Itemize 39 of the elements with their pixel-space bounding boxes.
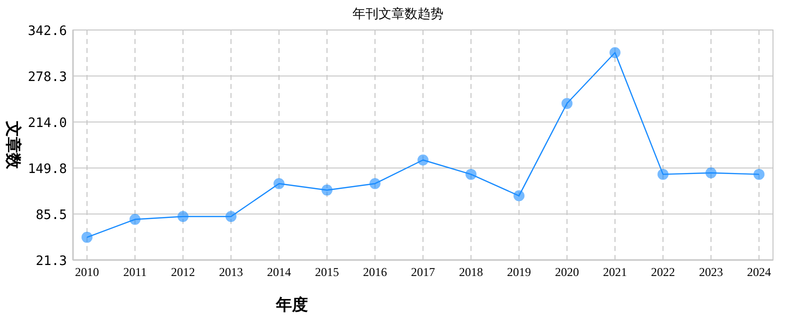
x-tick-label: 2024: [747, 265, 771, 279]
point: [130, 214, 140, 225]
x-tick-label: 2022: [651, 265, 675, 279]
x-tick-label: 2012: [171, 265, 195, 279]
x-tick-label: 2018: [459, 265, 483, 279]
x-axis-title: 年度: [275, 295, 308, 314]
y-tick-label: 85.5: [36, 208, 67, 224]
y-tick-label: 21.3: [36, 254, 67, 269]
point: [658, 168, 668, 180]
x-tick-label: 2014: [267, 265, 291, 279]
point: [418, 154, 428, 166]
point: [610, 47, 620, 58]
x-tick-label: 2019: [507, 265, 531, 279]
x-tick-label: 2017: [411, 265, 435, 279]
y-tick-label: 214.0: [28, 116, 67, 132]
x-tick-label: 2023: [699, 265, 723, 279]
x-tick-label: 2020: [555, 265, 579, 279]
point: [466, 168, 476, 180]
x-tick-label: 2013: [219, 265, 243, 279]
point: [562, 98, 572, 109]
point: [514, 190, 524, 202]
x-tick-label: 2015: [315, 265, 339, 279]
x-tick-label: 2010: [75, 265, 99, 279]
x-tick-label: 2011: [123, 265, 147, 279]
point: [82, 232, 92, 243]
y-axis-title: 文章数: [4, 120, 22, 170]
chart-title: 年刊文章数趋势: [352, 6, 444, 21]
point: [754, 168, 764, 180]
point: [706, 167, 716, 178]
y-tick-label: 342.6: [28, 24, 67, 39]
y-tick-label: 149.8: [28, 162, 67, 178]
point: [226, 211, 236, 222]
y-tick-label: 278.3: [28, 70, 67, 86]
point: [370, 178, 380, 190]
x-tick-label: 2021: [603, 265, 627, 279]
point: [322, 184, 332, 196]
point: [274, 178, 284, 190]
point: [178, 211, 188, 222]
x-tick-label: 2016: [363, 265, 387, 279]
